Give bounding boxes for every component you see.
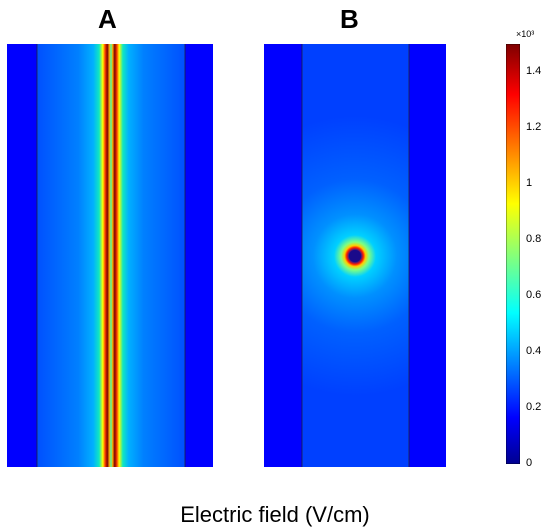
colorbar-tick-label: 0.2 bbox=[526, 401, 542, 413]
substrate-left-a bbox=[7, 44, 37, 467]
colorbar-tick-label: 0 bbox=[526, 457, 533, 469]
colorbar-tick-label: 1.4 bbox=[526, 65, 542, 77]
colorbar-tick-label: 1.2 bbox=[526, 121, 542, 133]
channel-a bbox=[37, 44, 185, 467]
panel-label-a: A bbox=[98, 4, 117, 34]
colorbar-tick-label: 0.8 bbox=[526, 233, 542, 245]
colorbar-tick-label: 0.6 bbox=[526, 289, 542, 301]
figure-caption: Electric field (V/cm) bbox=[180, 502, 370, 527]
field-map-panel-b bbox=[264, 44, 446, 467]
field-map-panel-a bbox=[7, 44, 213, 467]
substrate-right-a bbox=[185, 44, 213, 467]
colorbar-tick-label: 1 bbox=[526, 177, 533, 189]
colorbar-tick-label: 0.4 bbox=[526, 345, 542, 357]
point-electrode-b bbox=[349, 250, 361, 262]
colorbar-multiplier: ×10³ bbox=[516, 29, 535, 39]
panel-label-b: B bbox=[340, 4, 359, 34]
colorbar bbox=[506, 44, 520, 464]
